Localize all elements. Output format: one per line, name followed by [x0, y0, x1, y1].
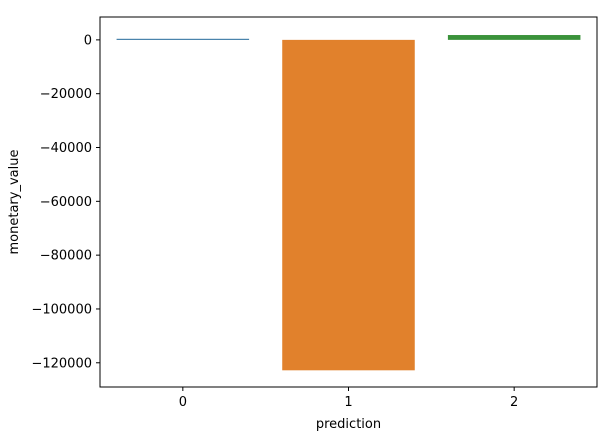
y-tick-label: −20000 [40, 87, 92, 102]
bars-group [116, 35, 581, 371]
bar-1 [282, 39, 415, 371]
y-tick-label: −40000 [40, 141, 92, 156]
bar-2 [447, 35, 581, 40]
y-tick-label: −60000 [40, 195, 92, 210]
bar-0 [116, 38, 250, 40]
y-tick-label: −100000 [31, 302, 92, 317]
x-tick-label: 1 [344, 395, 352, 410]
y-axis-label: monetary_value [7, 150, 22, 255]
x-tick-label: 2 [510, 395, 518, 410]
x-axis-label: prediction [316, 417, 381, 432]
x-axis-ticks: 0 1 2 [179, 387, 518, 410]
x-tick-label: 0 [179, 395, 187, 410]
y-axis-ticks: 0 −20000 −40000 −60000 −80000 −100000 −120000 [31, 33, 100, 371]
y-tick-label: 0 [84, 33, 92, 48]
plot-frame [99, 16, 598, 388]
y-tick-label: −120000 [31, 356, 92, 371]
y-tick-label: −80000 [40, 249, 92, 264]
